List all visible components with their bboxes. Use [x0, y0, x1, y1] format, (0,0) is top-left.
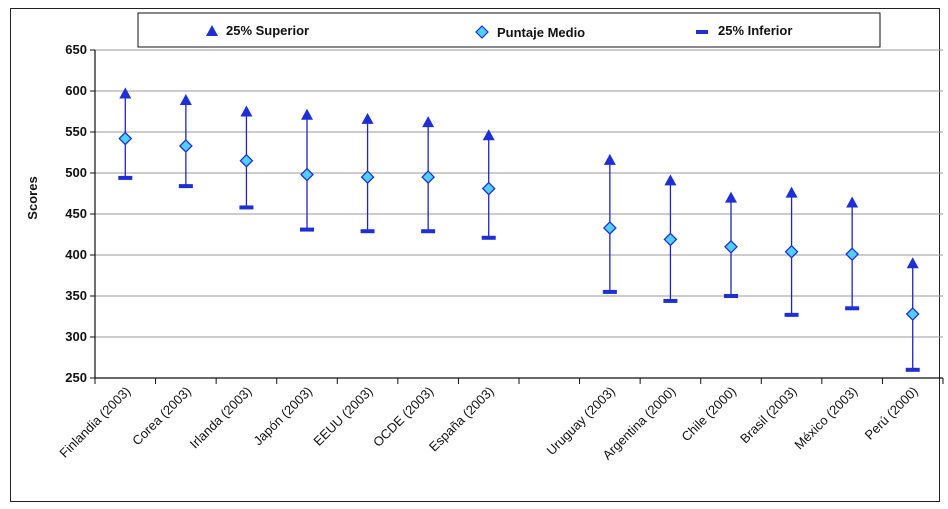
x-category-label-1: Corea (2003) [129, 384, 194, 449]
medio-diamond-0 [118, 131, 133, 146]
legend-label-superior: 25% Superior [226, 23, 309, 38]
y-tick-label-350: 350 [65, 288, 87, 303]
inferior-dash-9 [663, 298, 678, 303]
y-tick-label-300: 300 [65, 329, 87, 344]
inferior-dash-10 [724, 294, 738, 298]
superior-triangle-8 [603, 153, 616, 165]
legend-box [137, 12, 881, 48]
y-tick-label-600: 600 [65, 83, 87, 98]
inferior-dash-13 [905, 367, 920, 372]
x-category-label-11: Brasil (2003) [737, 384, 800, 447]
x-category-label-13: Perú (2000) [862, 384, 921, 443]
superior-triangle-13 [906, 257, 919, 269]
inferior-dash-8 [602, 289, 617, 294]
superior-triangle-0 [119, 87, 132, 99]
y-tick-label-400: 400 [65, 247, 87, 262]
superior-triangle-11 [785, 186, 798, 198]
medio-diamond-9 [663, 232, 678, 247]
x-category-label-0: Finlandia (2003) [56, 384, 133, 461]
inferior-dash-12 [845, 306, 860, 311]
superior-triangle-4 [361, 112, 374, 124]
inferior-dash-4 [360, 229, 375, 234]
y-axis-ticks: 250 300 350 400 450 500 550 600 650 [65, 42, 95, 385]
inferior-dash-1 [178, 184, 193, 189]
medio-diamond-10 [724, 239, 738, 254]
x-category-label-12: México (2003) [791, 384, 860, 453]
superior-triangle-9 [664, 174, 677, 186]
medio-diamond-5 [421, 170, 436, 185]
legend: 25% Superior Puntaje Medio 25% Inferior [206, 23, 792, 40]
superior-triangle-1 [179, 94, 192, 106]
y-tick-label-500: 500 [65, 165, 87, 180]
inferior-dash-6 [481, 235, 496, 240]
medio-diamond-6 [481, 181, 496, 196]
medio-diamond-12 [845, 247, 860, 262]
legend-label-medio: Puntaje Medio [497, 25, 585, 40]
superior-triangle-5 [422, 116, 435, 128]
superior-triangle-3 [301, 108, 313, 120]
y-tick-label-250: 250 [65, 370, 87, 385]
inferior-dash-3 [300, 227, 314, 232]
x-axis-labels: Finlandia (2003)Corea (2003)Irlanda (200… [56, 384, 920, 463]
legend-triangle-marker [206, 25, 218, 36]
medio-diamond-3 [300, 167, 314, 182]
x-category-label-10: Chile (2000) [678, 384, 739, 445]
medio-diamond-11 [784, 244, 799, 259]
medio-diamond-8 [602, 221, 617, 235]
x-category-label-2: Irlanda (2003) [187, 384, 255, 452]
x-category-label-6: España (2003) [426, 384, 497, 455]
inferior-dash-11 [784, 312, 799, 317]
grid-lines [95, 49, 943, 338]
inferior-dash-0 [118, 175, 133, 180]
superior-triangle-6 [482, 129, 495, 141]
y-tick-label-650: 650 [65, 42, 87, 57]
y-tick-label-450: 450 [65, 206, 87, 221]
inferior-dash-2 [239, 205, 254, 210]
medio-diamond-4 [360, 170, 375, 185]
x-category-label-3: Japón (2003) [250, 384, 315, 449]
superior-triangle-10 [725, 191, 737, 203]
superior-triangle-2 [240, 105, 253, 117]
legend-diamond-marker [475, 25, 489, 39]
data-marks [118, 87, 920, 372]
medio-diamond-13 [905, 307, 920, 321]
medio-diamond-2 [239, 153, 254, 168]
legend-label-inferior: 25% Inferior [718, 23, 792, 38]
y-axis-label: Scores [25, 176, 40, 219]
inferior-dash-5 [421, 229, 436, 234]
medio-diamond-1 [178, 139, 193, 153]
axes [94, 50, 944, 384]
superior-triangle-12 [846, 196, 859, 208]
x-category-label-5: OCDE (2003) [370, 384, 436, 450]
legend-dash-marker [696, 30, 708, 34]
x-category-label-4: EEUU (2003) [310, 384, 375, 449]
y-tick-label-550: 550 [65, 124, 87, 139]
